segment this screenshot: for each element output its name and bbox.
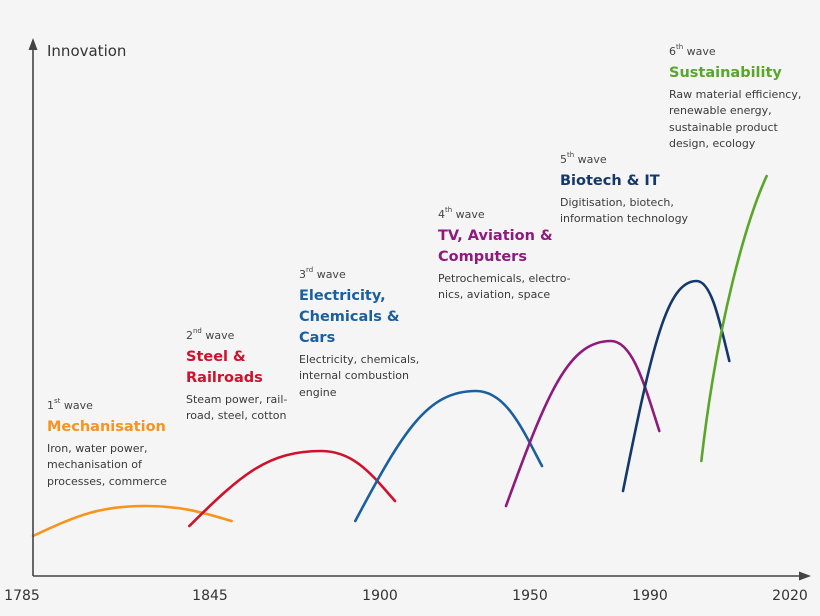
wave-4-annotation: 4th wave TV, Aviation & Computers Petroc… <box>438 206 588 304</box>
wave-title: TV, Aviation & Computers <box>438 227 553 265</box>
wave-title: Biotech & IT <box>560 172 660 189</box>
x-tick-label: 2020 <box>772 588 808 604</box>
wave-title: Mechanisation <box>47 418 166 435</box>
wave-number: 4th wave <box>438 206 485 221</box>
wave-number: 6th wave <box>669 43 716 58</box>
wave-6-annotation: 6th wave Sustainability Raw material eff… <box>669 43 819 153</box>
wave-description: Iron, water power, mechanisation of proc… <box>47 441 167 488</box>
wave-number: 2nd wave <box>186 327 235 342</box>
wave-description: Electricity, chemicals, internal combust… <box>299 352 420 399</box>
x-tick-label: 1990 <box>632 588 668 604</box>
wave-title: Electricity, Chemicals & Cars <box>299 287 400 346</box>
wave-description: Digitisation, biotech, information techn… <box>560 195 689 226</box>
wave-5-curve <box>621 279 731 493</box>
wave-1-annotation: 1st wave Mechanisation Iron, water power… <box>47 397 187 490</box>
wave-1-curve <box>31 504 233 538</box>
x-tick-label: 1785 <box>4 588 40 604</box>
wave-4-curve <box>504 339 661 508</box>
wave-6-curve <box>700 174 768 463</box>
wave-2-curve <box>188 449 397 528</box>
y-axis-arrow <box>28 38 38 50</box>
x-tick-label: 1845 <box>192 588 228 604</box>
x-tick-label: 1900 <box>362 588 398 604</box>
x-axis-arrow <box>799 571 811 581</box>
x-tick-label: 1950 <box>512 588 548 604</box>
wave-description: Petrochemicals, electro-nics, aviation, … <box>438 271 571 302</box>
wave-number: 5th wave <box>560 151 607 166</box>
wave-number: 1st wave <box>47 397 93 412</box>
wave-3-curve <box>353 389 544 523</box>
wave-description: Steam power, rail-road, steel, cotton <box>186 392 288 423</box>
wave-description: Raw material efficiency, renewable energ… <box>669 87 802 151</box>
wave-title: Sustainability <box>669 64 782 81</box>
wave-2-annotation: 2nd wave Steel & Railroads Steam power, … <box>186 327 298 425</box>
wave-3-annotation: 3rd wave Electricity, Chemicals & Cars E… <box>299 266 439 401</box>
y-axis-label: Innovation <box>47 42 127 60</box>
wave-title: Steel & Railroads <box>186 348 263 386</box>
wave-number: 3rd wave <box>299 266 346 281</box>
wave-5-annotation: 5th wave Biotech & IT Digitisation, biot… <box>560 151 705 228</box>
